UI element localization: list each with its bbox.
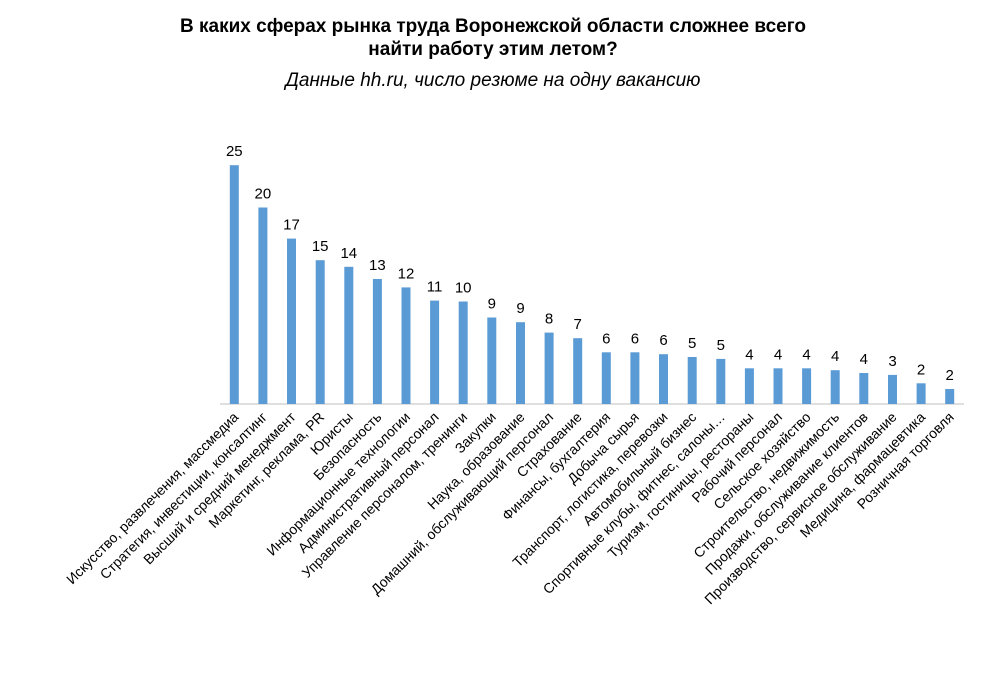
data-label: 13 bbox=[369, 257, 386, 274]
bar bbox=[888, 374, 897, 404]
data-label: 17 bbox=[283, 217, 300, 234]
data-label: 2 bbox=[917, 361, 925, 378]
data-label: 12 bbox=[398, 265, 415, 282]
bar bbox=[544, 332, 554, 404]
data-label: 11 bbox=[427, 279, 443, 296]
bar bbox=[802, 368, 812, 404]
bar bbox=[601, 352, 611, 404]
bar bbox=[744, 368, 754, 404]
data-label: 14 bbox=[340, 245, 357, 262]
data-label: 9 bbox=[516, 300, 524, 317]
bar bbox=[945, 389, 955, 404]
bar bbox=[458, 301, 468, 404]
bar bbox=[830, 370, 840, 404]
bar bbox=[573, 338, 583, 404]
data-label: 6 bbox=[631, 330, 639, 347]
data-label: 4 bbox=[802, 346, 810, 363]
bar bbox=[487, 317, 497, 404]
data-label: 2 bbox=[946, 367, 954, 384]
bar bbox=[287, 238, 296, 404]
data-label: 4 bbox=[745, 346, 753, 363]
bar bbox=[687, 357, 697, 404]
data-label: 25 bbox=[226, 143, 243, 160]
data-label: 6 bbox=[659, 332, 667, 349]
data-label: 8 bbox=[545, 311, 553, 328]
bar bbox=[401, 287, 411, 404]
bar bbox=[916, 383, 926, 404]
bar bbox=[229, 165, 239, 404]
data-label: 7 bbox=[574, 316, 582, 333]
data-label: 5 bbox=[717, 337, 725, 354]
data-label: 15 bbox=[312, 238, 329, 255]
bar bbox=[630, 352, 640, 404]
bar bbox=[773, 368, 783, 404]
bar bbox=[859, 373, 869, 404]
data-label: 4 bbox=[860, 351, 868, 368]
chart-subtitle: Данные hh.ru, число резюме на одну вакан… bbox=[285, 70, 701, 91]
data-label: 4 bbox=[774, 346, 782, 363]
data-label: 5 bbox=[688, 335, 696, 352]
data-label: 20 bbox=[255, 186, 272, 203]
bar bbox=[372, 279, 382, 404]
chart-title-line2: найти работу этим летом? bbox=[368, 39, 618, 60]
data-label: 6 bbox=[602, 330, 610, 347]
bar bbox=[430, 300, 440, 404]
bar bbox=[315, 260, 325, 404]
data-label: 9 bbox=[488, 296, 496, 313]
bar bbox=[258, 207, 268, 404]
bar bbox=[344, 266, 354, 404]
data-label: 10 bbox=[455, 280, 472, 297]
bar bbox=[516, 322, 525, 404]
bar bbox=[659, 354, 668, 404]
data-label: 3 bbox=[888, 353, 896, 370]
chart-title: В каких сферах рынка труда Воронежской о… bbox=[180, 16, 806, 37]
data-label: 4 bbox=[831, 348, 839, 365]
bar bbox=[716, 358, 726, 404]
